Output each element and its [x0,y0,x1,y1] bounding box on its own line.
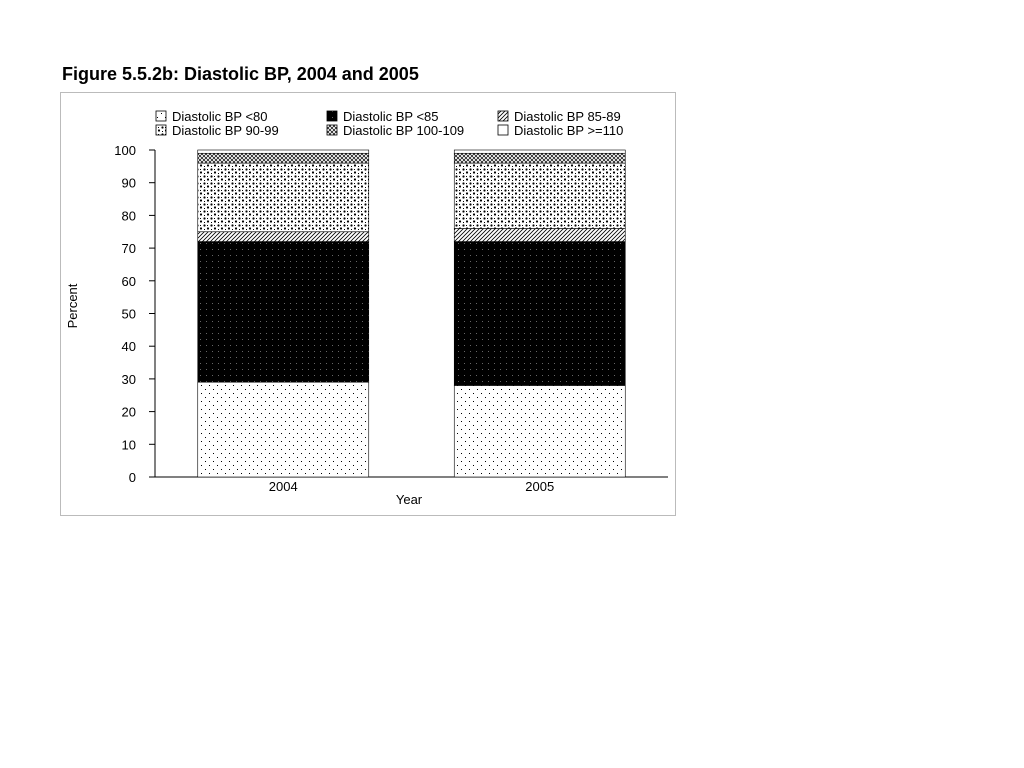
y-tick-label: 20 [122,405,136,420]
legend-label: Diastolic BP 100-109 [343,123,464,138]
legend-swatch [326,124,338,136]
y-tick-label: 40 [122,339,136,354]
chart-axes: 0 10 20 30 40 50 60 70 80 90 100 2004 2005 [114,143,668,494]
legend-item: Diastolic BP 100-109 [326,123,464,138]
chart-legend: Diastolic BP <80 Diastolic BP <85 Diastoli… [155,109,623,138]
bar-segment-2005-series-3 [453,162,626,229]
legend-item: Diastolic BP 90-99 [155,123,279,138]
legend-swatch [497,124,509,136]
figure-title: Figure 5.5.2b: Diastolic BP, 2004 and 20… [62,64,419,84]
legend-swatch [155,124,167,136]
legend-swatch [326,110,338,122]
x-tick-label: 2004 [269,479,298,494]
bar-segment-2004-series-0 [197,381,370,478]
legend-label: Diastolic BP 90-99 [172,123,279,138]
legend-label: Diastolic BP >=110 [514,123,623,138]
legend-item: Diastolic BP >=110 [497,123,623,138]
y-tick-label: 70 [122,241,136,256]
legend-label: Diastolic BP <80 [172,109,268,124]
legend-swatch [155,110,167,122]
y-tick-label: 80 [122,208,136,223]
bar-segment-2004-series-5 [197,149,370,154]
legend-item: Diastolic BP <85 [326,109,439,124]
legend-swatch [497,110,509,122]
bar-segment-2005-series-4 [453,152,626,164]
y-tick-label: 60 [122,274,136,289]
y-tick-label: 50 [122,307,136,322]
y-axis-title: Percent [65,283,80,328]
bar-segment-2004-series-1 [197,241,370,383]
legend-label: Diastolic BP <85 [343,109,439,124]
y-tick-label: 0 [129,470,136,485]
bar-segment-2005-series-1 [453,241,626,386]
bar-segment-2004-series-2 [197,231,370,242]
y-tick-label: 90 [122,176,136,191]
legend-item: Diastolic BP 85-89 [497,109,621,124]
y-tick-label: 10 [122,437,136,452]
legend-item: Diastolic BP <80 [155,109,268,124]
bar-segment-2005-series-5 [453,149,626,154]
legend-label: Diastolic BP 85-89 [514,109,621,124]
bar-segment-2004-series-3 [197,162,370,233]
y-tick-label: 100 [114,143,136,158]
chart-bars [197,149,626,478]
y-tick-label: 30 [122,372,136,387]
x-axis-title: Year [396,492,423,507]
x-tick-label: 2005 [525,479,554,494]
bar-segment-2005-series-2 [453,228,626,242]
bar-segment-2004-series-4 [197,152,370,164]
bar-segment-2005-series-0 [453,385,626,478]
